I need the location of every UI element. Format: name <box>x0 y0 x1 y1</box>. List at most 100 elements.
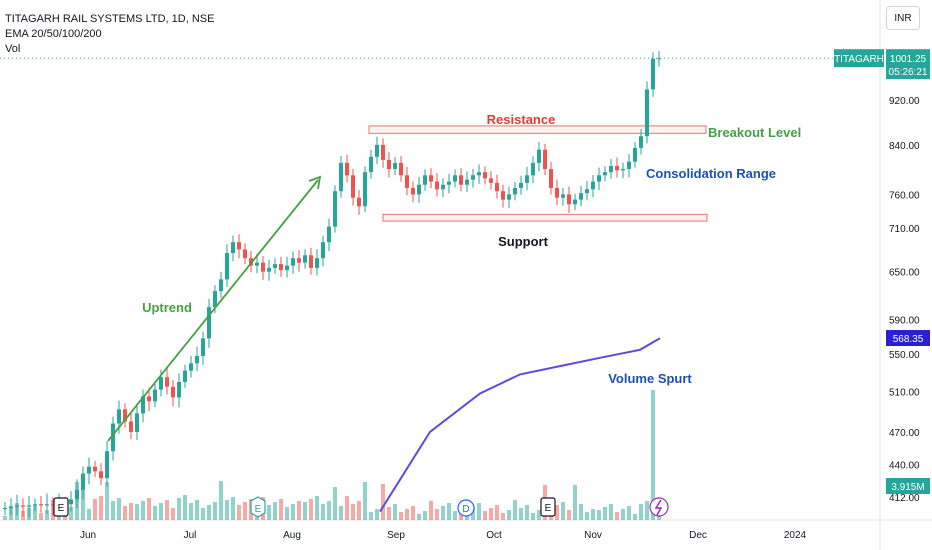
candle-body <box>9 506 13 508</box>
price-tick-label: 550.00 <box>889 350 920 361</box>
volume-bar <box>129 503 133 520</box>
candle-body <box>399 162 403 176</box>
candle-body <box>435 181 439 190</box>
volume-bar <box>273 502 277 520</box>
volume-bar <box>435 509 439 520</box>
volume-bar <box>525 505 529 520</box>
candle-body <box>591 181 595 190</box>
candle-body <box>453 175 457 182</box>
earnings-marker-label: E <box>545 503 552 514</box>
volume-bar <box>369 512 373 520</box>
candle-body <box>69 499 73 505</box>
candle-body <box>117 409 121 424</box>
candle-body <box>609 165 613 173</box>
candle-body <box>405 175 409 188</box>
volume-bar <box>231 497 235 520</box>
volume-label: Vol <box>5 43 21 55</box>
candle-body <box>141 396 145 414</box>
candle-body <box>201 338 205 357</box>
candle-body <box>627 161 631 170</box>
volume-bar <box>651 390 655 520</box>
candle-body <box>555 187 559 198</box>
symbol-badge <box>834 49 884 68</box>
volume-bar <box>195 500 199 520</box>
currency-button[interactable]: INR <box>886 6 920 30</box>
candle-body <box>189 363 193 371</box>
candle-body <box>33 504 37 506</box>
candle-body <box>483 172 487 179</box>
price-tick-label: 590.00 <box>889 316 920 327</box>
volume-bar <box>279 499 283 520</box>
candle-body <box>333 191 337 227</box>
candle-body <box>363 172 367 207</box>
candle-body <box>327 226 331 243</box>
candle-body <box>585 189 589 194</box>
volume-bar <box>123 506 127 520</box>
volume-bar <box>591 509 595 520</box>
candle-body <box>417 184 421 195</box>
candle-body <box>657 58 661 60</box>
candle-body <box>153 389 157 402</box>
candle-body <box>219 279 223 292</box>
candle-body <box>315 258 319 268</box>
candle-body <box>297 258 301 263</box>
volume-bar <box>309 499 313 520</box>
volume-bar <box>609 504 613 520</box>
volume-bar <box>375 509 379 520</box>
volume-bar <box>399 512 403 520</box>
candle-body <box>267 267 271 272</box>
candle-body <box>459 175 463 185</box>
candle-body <box>549 169 553 188</box>
candle-body <box>93 466 97 472</box>
price-tick-label: 470.00 <box>889 428 920 439</box>
chart-title: TITAGARH RAIL SYSTEMS LTD, 1D, NSE <box>5 13 215 25</box>
volume-bar <box>351 504 355 520</box>
volume-bar <box>339 506 343 520</box>
candle-body <box>111 423 115 452</box>
candle-body <box>339 162 343 192</box>
volume-bar <box>327 501 331 520</box>
candle-body <box>39 504 43 506</box>
candle-body <box>411 187 415 195</box>
candle-body <box>567 194 571 205</box>
volume-bar <box>357 501 361 520</box>
candle-body <box>195 356 199 364</box>
volume-bar <box>213 502 217 520</box>
candle-body <box>45 504 49 506</box>
candle-body <box>531 162 535 176</box>
volume-bar <box>417 514 421 520</box>
candle-body <box>639 136 643 148</box>
candle-body <box>621 169 625 171</box>
candle-body <box>381 144 385 160</box>
candle-body <box>579 193 583 200</box>
candle-body <box>285 265 289 271</box>
volume-bar <box>483 511 487 520</box>
candle-body <box>243 249 247 259</box>
volume-bar <box>33 505 37 520</box>
candle-body <box>21 505 25 507</box>
volume-bar <box>549 515 553 520</box>
candle-body <box>231 242 235 254</box>
volume-bar <box>513 500 517 520</box>
volume-bar <box>297 501 301 520</box>
candle-body <box>309 255 313 268</box>
volume-bar <box>453 511 457 520</box>
volume-bar <box>627 506 631 520</box>
volume-bar <box>381 484 385 520</box>
volume-bar <box>387 507 391 520</box>
candle-body <box>345 162 349 176</box>
candle-body <box>75 489 79 500</box>
candle-body <box>471 175 475 180</box>
symbol-badge-label: TITAGARH <box>834 54 884 65</box>
volume-bar <box>201 508 205 520</box>
volume-bar <box>141 501 145 520</box>
volume-bar <box>621 509 625 520</box>
candle-body <box>129 421 133 432</box>
volume-bar <box>93 499 97 520</box>
volume-bar <box>633 514 637 520</box>
countdown-label: 05:26:21 <box>889 67 928 78</box>
candle-body <box>135 413 139 432</box>
candle-body <box>159 377 163 390</box>
volume-bar <box>285 507 289 520</box>
